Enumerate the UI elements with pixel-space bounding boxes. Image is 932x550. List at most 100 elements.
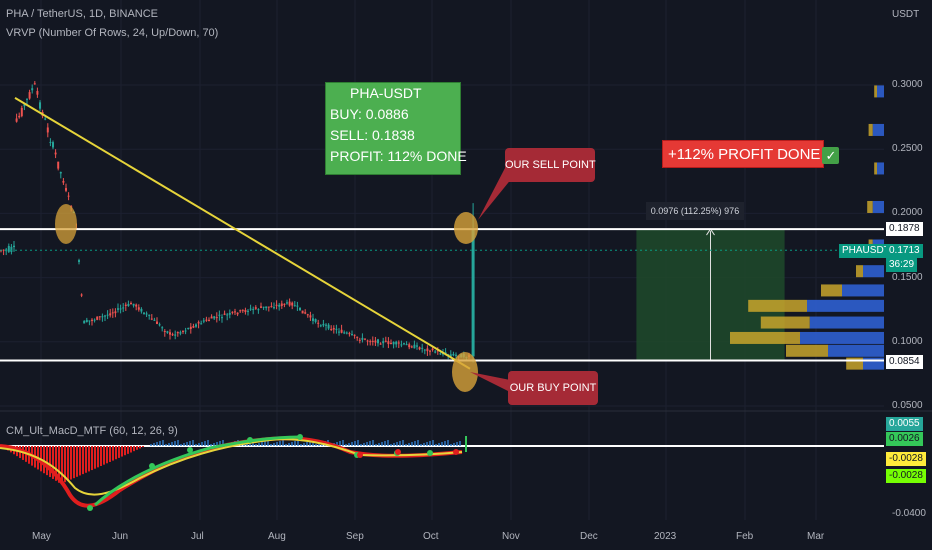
volume-profile-up — [877, 85, 884, 98]
candle — [387, 341, 390, 345]
macd-histogram-bar — [450, 444, 452, 446]
candle — [413, 344, 416, 349]
macd-histogram-bar — [177, 440, 179, 446]
candle — [395, 341, 398, 345]
candle — [28, 92, 31, 99]
candle — [91, 319, 93, 321]
time-tick: Jul — [191, 531, 204, 542]
macd-histogram-bar — [142, 446, 144, 448]
macd-histogram-bar — [300, 444, 302, 446]
candle — [202, 320, 205, 322]
macd-histogram-bar — [186, 442, 188, 446]
macd-histogram-bar — [435, 444, 437, 446]
volume-profile-down — [821, 284, 842, 297]
candle — [13, 245, 15, 248]
macd-histogram-bar — [171, 442, 173, 446]
macd-histogram-bar — [441, 442, 443, 446]
macd-histogram-bar — [121, 446, 123, 457]
volume-profile-down — [868, 123, 873, 136]
candle — [449, 354, 452, 357]
macd-histogram-bar — [375, 444, 377, 446]
macd-histogram-bar — [429, 441, 431, 446]
candle — [54, 152, 57, 155]
candle — [262, 306, 265, 308]
macd-histogram-bar — [52, 446, 54, 479]
trade-sell: SELL: 0.1838 — [330, 127, 415, 143]
candle — [78, 260, 80, 262]
candle — [304, 312, 307, 314]
candle — [319, 325, 322, 327]
macd-histogram-bar — [153, 443, 155, 446]
candle — [52, 142, 54, 148]
candle — [44, 118, 47, 120]
signal-line — [0, 438, 463, 496]
candle — [174, 334, 177, 336]
candle — [429, 350, 431, 352]
macd-histogram-bar — [61, 446, 63, 484]
trendline — [14, 96, 471, 370]
macd-histogram-bar — [43, 446, 45, 474]
candle — [156, 321, 158, 324]
candle — [93, 319, 96, 321]
candle — [382, 341, 385, 344]
volume-profile-up — [807, 299, 884, 312]
candle — [273, 307, 275, 309]
candle — [421, 347, 424, 349]
candle — [278, 304, 281, 307]
volume-profile-down — [760, 316, 810, 329]
macd-histogram-bar — [291, 442, 293, 446]
price-tick: 0.2000 — [892, 207, 923, 219]
volume-profile-up — [863, 265, 884, 278]
macd-histogram-bar — [363, 443, 365, 446]
volume-profile-up — [863, 357, 884, 370]
checkmark-icon: ✓ — [822, 146, 840, 164]
price-tick: 0.2500 — [892, 143, 923, 155]
buy-point-callout: OUR BUY POINT — [508, 371, 598, 405]
candle — [371, 340, 374, 342]
macd-histogram-bar — [183, 443, 185, 446]
macd-histogram-bar — [106, 446, 108, 464]
macd-histogram-bar — [447, 440, 449, 446]
macd-histogram-bar — [378, 443, 380, 446]
candle — [101, 316, 104, 318]
candle — [267, 306, 270, 308]
current-price-tag: 0.1713 — [886, 244, 923, 258]
candle — [249, 308, 252, 310]
candle — [197, 322, 200, 324]
macd-cross-dot — [453, 449, 459, 455]
candle — [327, 324, 330, 329]
candle — [236, 312, 239, 315]
symbol-title: PHA / TetherUS, 1D, BINANCE — [6, 8, 159, 20]
candle — [228, 312, 231, 315]
candle — [150, 318, 153, 320]
candle — [361, 337, 364, 340]
macd-cross-dot — [247, 437, 253, 443]
macd-histogram-bar — [97, 446, 99, 468]
candle — [176, 332, 179, 334]
time-tick: Mar — [807, 531, 825, 542]
candle — [340, 329, 343, 333]
macd-histogram-bar — [282, 440, 284, 446]
vrvp-indicator-label: VRVP (Number Of Rows, 24, Up/Down, 70) — [6, 27, 219, 39]
candle — [158, 324, 161, 326]
candle — [85, 319, 88, 323]
candle — [239, 310, 242, 312]
candle — [416, 345, 418, 347]
macd-histogram-bar — [276, 442, 278, 446]
candle — [114, 311, 117, 314]
macd-histogram-bar — [168, 443, 170, 446]
macd-histogram-bar — [384, 441, 386, 446]
candle — [312, 318, 314, 321]
macd-histogram-bar — [417, 440, 419, 446]
candle — [111, 312, 114, 314]
macd-bottom-tick: -0.0400 — [892, 508, 926, 519]
candle — [104, 315, 106, 317]
volume-profile-down — [867, 200, 873, 213]
candle — [254, 307, 257, 309]
macd-histogram-bar — [306, 442, 308, 446]
candle — [208, 319, 210, 321]
candle — [405, 344, 408, 346]
candle — [187, 327, 190, 329]
candle — [80, 294, 83, 296]
candle — [343, 332, 346, 334]
